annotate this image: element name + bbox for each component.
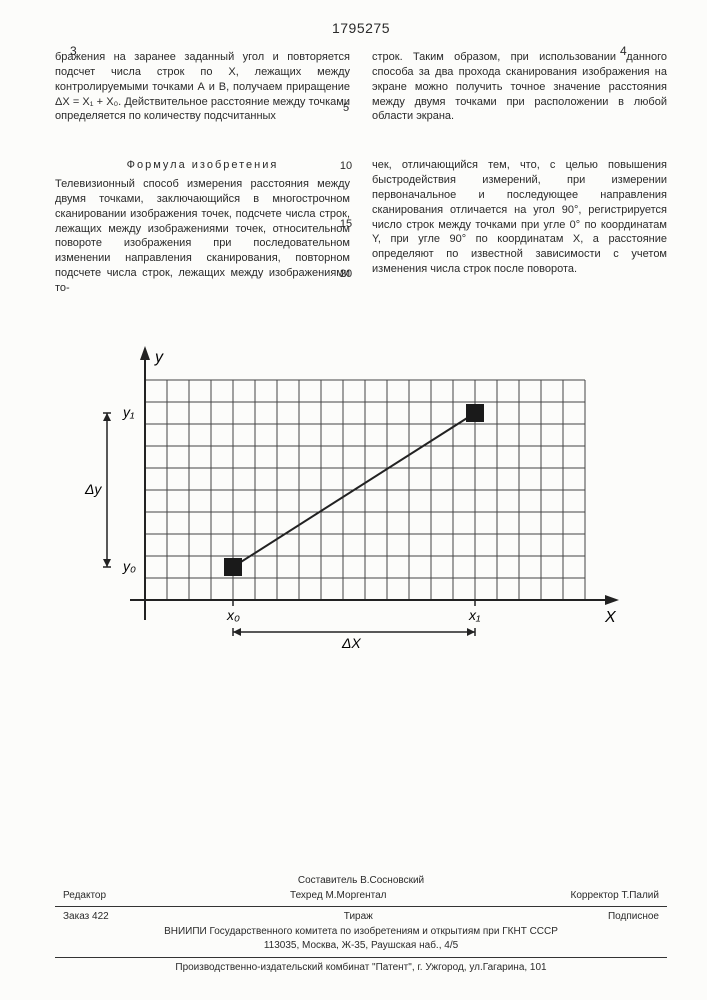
footer-row-2: Заказ 422 Тираж Подписное bbox=[55, 910, 667, 925]
line-marker-15: 15 bbox=[340, 218, 352, 230]
footer-rule-1 bbox=[55, 906, 667, 907]
tech-ed: Техред М.Моргентал bbox=[290, 889, 386, 904]
patent-page: 1795275 3 4 бражения на заранее заданный… bbox=[0, 0, 707, 1000]
col-left-1: бражения на заранее заданный угол и повт… bbox=[55, 50, 350, 124]
tirazh: Тираж bbox=[344, 910, 373, 925]
right-page-num: 4 bbox=[620, 44, 627, 58]
compiler: Составитель В.Сосновский bbox=[55, 874, 667, 889]
text-block-1: бражения на заранее заданный угол и повт… bbox=[55, 50, 667, 124]
left-page-num: 3 bbox=[70, 44, 77, 58]
col-left-2: Формула изобретения Телевизионный способ… bbox=[55, 158, 350, 296]
svg-text:y₀: y₀ bbox=[122, 558, 136, 574]
patent-number: 1795275 bbox=[55, 20, 667, 36]
address: 113035, Москва, Ж-35, Раушская наб., 4/5 bbox=[55, 939, 667, 954]
org: ВНИИПИ Государственного комитета по изоб… bbox=[55, 925, 667, 940]
footer-rule-2 bbox=[55, 957, 667, 958]
svg-text:x₀: x₀ bbox=[226, 607, 240, 623]
formula-title: Формула изобретения bbox=[55, 158, 350, 173]
line-marker-10: 10 bbox=[340, 160, 352, 172]
col-right-2: чек, отличающийся тем, что, с целью повы… bbox=[372, 158, 667, 296]
printer: Производственно-издательский комбинат "П… bbox=[55, 961, 667, 976]
svg-text:y: y bbox=[154, 349, 164, 366]
svg-text:y₁: y₁ bbox=[122, 404, 135, 420]
line-marker-20: 20 bbox=[340, 268, 352, 280]
svg-text:ΔX: ΔX bbox=[341, 635, 361, 650]
coordinate-diagram: y Xy₀ y₁ Δy x₀ x₁ ΔX bbox=[65, 320, 625, 650]
editor: Редактор bbox=[63, 889, 106, 904]
footer-row-1: Редактор Техред М.Моргентал Корректор Т.… bbox=[55, 889, 667, 904]
svg-text:Δy: Δy bbox=[84, 481, 102, 497]
formula-section: Формула изобретения Телевизионный способ… bbox=[55, 158, 667, 296]
svg-text:X: X bbox=[604, 609, 617, 626]
col-left-2-text: Телевизионный способ измерения расстояни… bbox=[55, 178, 350, 294]
subscr: Подписное bbox=[608, 910, 659, 925]
col-right-1: строк. Таким образом, при использовании … bbox=[372, 50, 667, 124]
svg-text:x₁: x₁ bbox=[468, 607, 481, 623]
corrector: Корректор Т.Палий bbox=[571, 889, 659, 904]
footer: Составитель В.Сосновский Редактор Техред… bbox=[55, 874, 667, 975]
order: Заказ 422 bbox=[63, 910, 109, 925]
line-marker-5: 5 bbox=[343, 102, 349, 114]
